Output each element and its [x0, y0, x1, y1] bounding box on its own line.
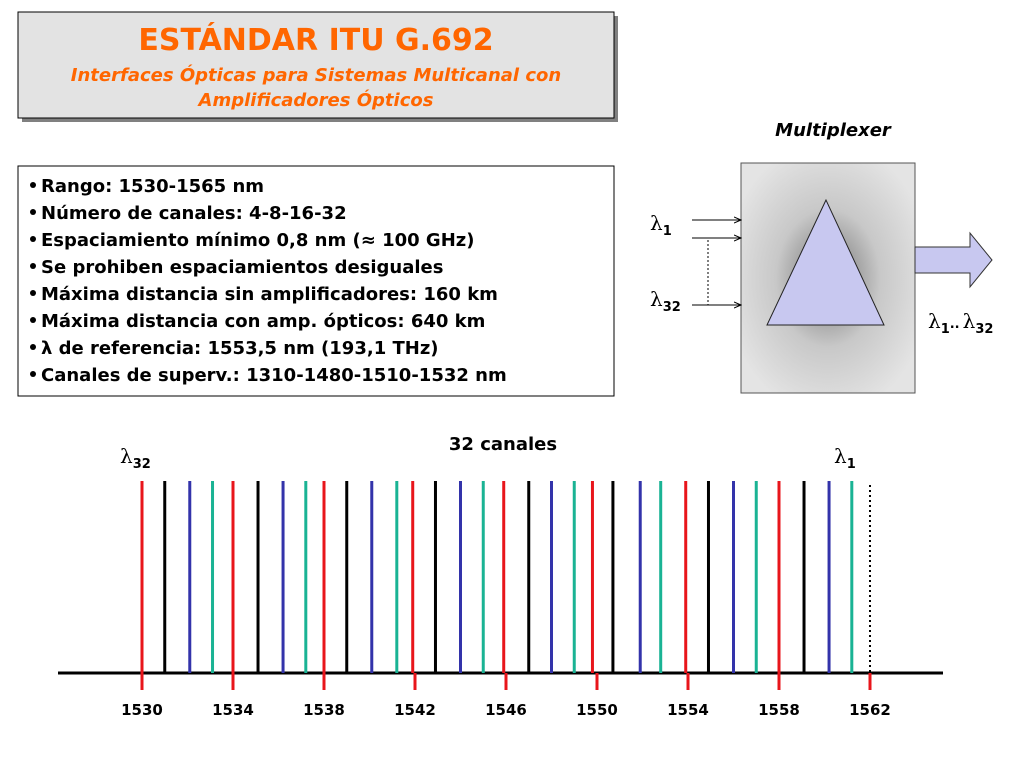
- title: ESTÁNDAR ITU G.692: [138, 22, 493, 58]
- bullet-text: λ de referencia: 1553,5 nm (193,1 THz): [41, 338, 439, 359]
- input-label: λ32: [650, 287, 681, 315]
- bullet-text: Número de canales: 4-8-16-32: [41, 203, 347, 224]
- mux-triangle: [766, 198, 885, 326]
- x-tick-label: 1530: [121, 701, 163, 719]
- x-tick-label: 1550: [576, 701, 618, 719]
- bullet-text: Espaciamiento mínimo 0,8 nm (≈ 100 GHz): [41, 230, 474, 251]
- chart-title: 32 canales: [449, 434, 557, 455]
- x-tick-label: 1554: [667, 701, 709, 719]
- bullet-dot: [30, 371, 36, 377]
- bullet-dot: [30, 263, 36, 269]
- x-tick-label: 1546: [485, 701, 527, 719]
- subtitle: Amplificadores Ópticos: [197, 89, 434, 111]
- bullet-text: Se prohiben espaciamientos desiguales: [41, 257, 443, 278]
- subtitle: Interfaces Ópticas para Sistemas Multica…: [71, 64, 561, 86]
- output-arrow: [914, 231, 993, 289]
- x-tick-label: 1542: [394, 701, 436, 719]
- bullet-list: Rango: 1530-1565 nm Número de canales: 4-…: [30, 176, 507, 386]
- bullet-text: Máxima distancia sin amplificadores: 160…: [41, 284, 498, 305]
- channel-label: λ32: [120, 444, 151, 472]
- bullet-dot: [30, 290, 36, 296]
- bullet-text: Máxima distancia con amp. ópticos: 640 k…: [41, 311, 485, 332]
- title-box: [17, 11, 615, 119]
- mux-label: Multiplexer: [775, 120, 892, 141]
- x-tick-label: 1562: [849, 701, 891, 719]
- x-tick-label: 1538: [303, 701, 345, 719]
- input-label: λ1: [650, 211, 672, 239]
- bullet-dot: [30, 209, 36, 215]
- bullet-box: [17, 165, 615, 397]
- bullet-dot: [30, 317, 36, 323]
- output-label: λ1.. λ32: [928, 309, 993, 337]
- bullet-text: Rango: 1530-1565 nm: [41, 176, 264, 197]
- x-tick-label: 1534: [212, 701, 254, 719]
- bullet-dot: [30, 182, 36, 188]
- bullet-text: Canales de superv.: 1310-1480-1510-1532 …: [41, 365, 507, 386]
- x-tick-label: 1558: [758, 701, 800, 719]
- bullet-dot: [30, 236, 36, 242]
- channel-label: λ1: [834, 444, 856, 472]
- bullet-dot: [30, 344, 36, 350]
